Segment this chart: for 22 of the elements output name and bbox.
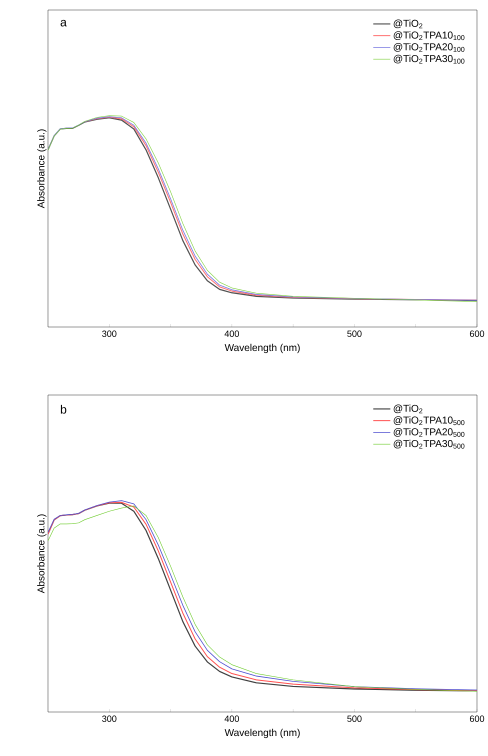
- legend-label: @TiO$_{2}$TPA20$_{100}$: [394, 43, 464, 52]
- x-tick-label: 500: [347, 330, 362, 337]
- legend-label: @TiO$_{2}$TPA30$_{500}$: [394, 440, 464, 449]
- legend-label: @TiO$_{2}$: [394, 404, 422, 414]
- x-tick-label: 400: [224, 330, 240, 337]
- legend-label: @TiO$_{2}$TPA30$_{100}$: [394, 54, 464, 64]
- legend-label: @TiO$_{2}$TPA20$_{500}$: [394, 428, 464, 437]
- x-axis-title: Wavelength (nm): [224, 344, 300, 354]
- chart-title: b: [60, 404, 66, 414]
- chart-title: a: [60, 20, 67, 26]
- legend-label: @TiO$_{2}$TPA10$_{100}$: [394, 31, 464, 40]
- legend-label: @TiO$_{2}$TPA10$_{500}$: [394, 416, 464, 426]
- x-tick-label: 300: [102, 330, 116, 337]
- legend-label: @TiO$_{2}$: [394, 20, 422, 28]
- x-tick-label: 600: [470, 716, 484, 722]
- x-axis-title: Wavelength (nm): [224, 728, 300, 738]
- x-tick-label: 600: [470, 330, 484, 337]
- x-tick-label: 500: [347, 716, 362, 722]
- x-tick-label: 300: [102, 716, 116, 722]
- y-axis-title: Absorbance (a.u.): [37, 514, 46, 594]
- y-axis-title: Absorbance (a.u.): [37, 129, 46, 208]
- x-tick-label: 400: [224, 716, 240, 722]
